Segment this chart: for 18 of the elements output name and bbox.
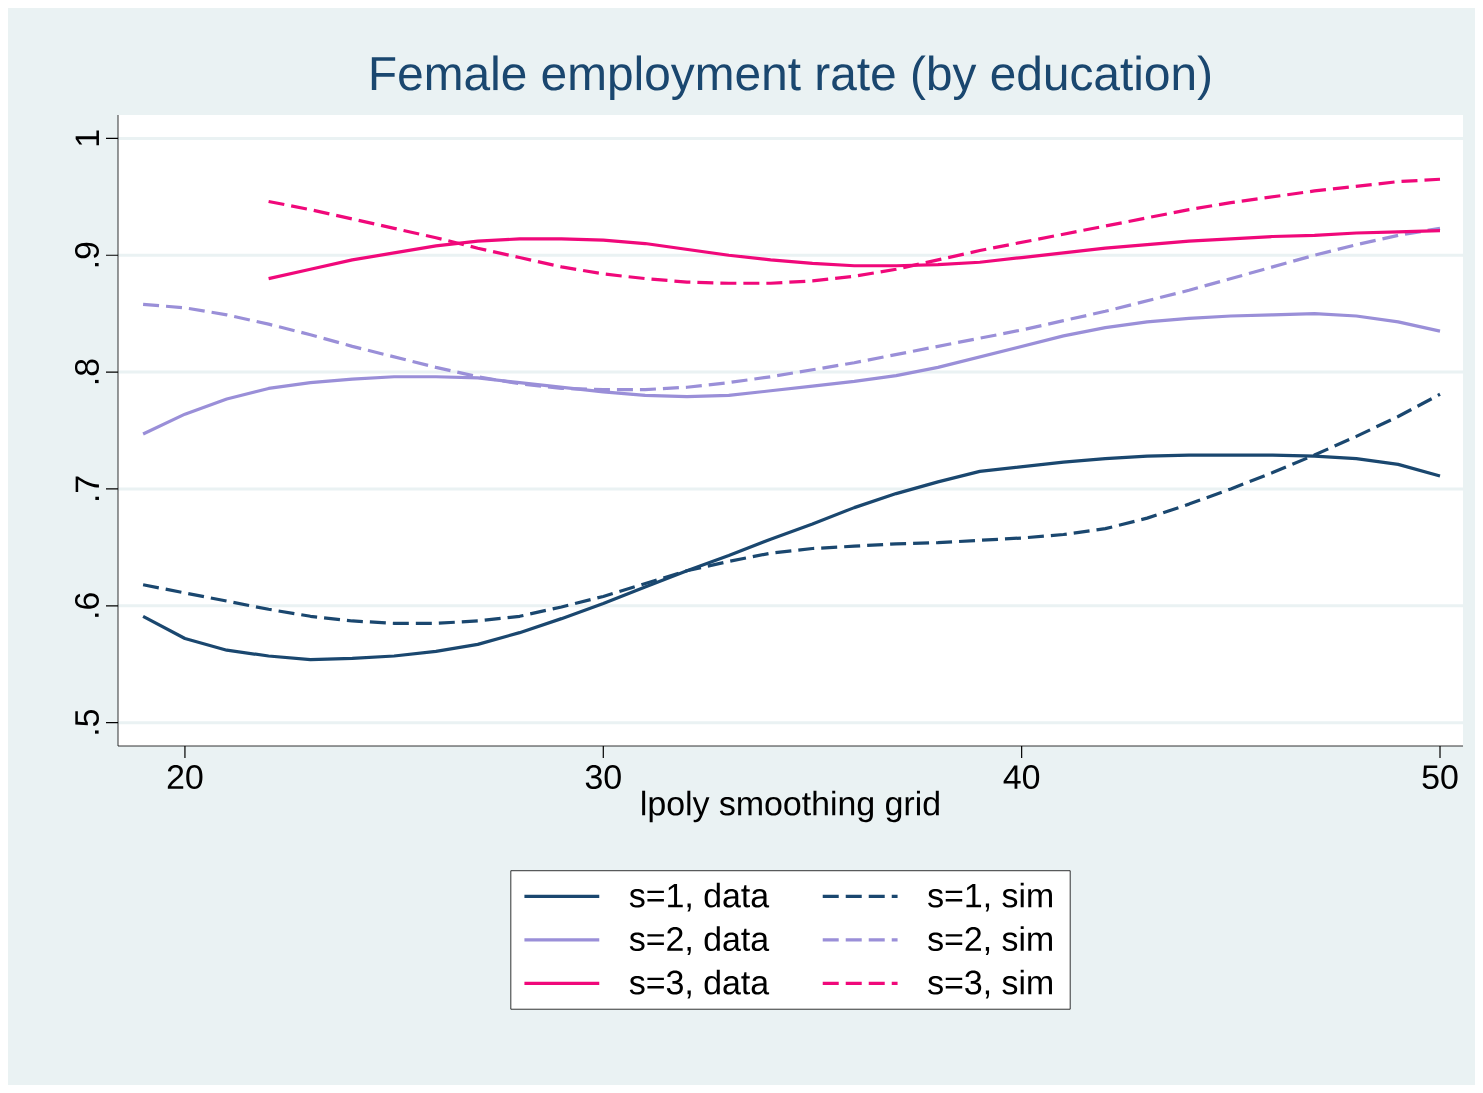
y-tick-label: .8 (74, 359, 99, 384)
x-tick-label: 50 (1422, 765, 1458, 790)
x-axis-title: lpoly smoothing grid (642, 790, 939, 823)
y-tick-label: .5 (75, 709, 99, 734)
legend-label: s=1, data (629, 882, 770, 912)
x-tick-label: 20 (167, 765, 203, 790)
legend-label: s=1, sim (928, 882, 1052, 912)
legend-label: s=2, sim (928, 926, 1052, 956)
x-tick-label: 30 (585, 765, 621, 790)
legend-label: s=3, data (629, 969, 770, 999)
chart-title: Female employment rate (by education) (371, 55, 1211, 101)
legend-label: s=3, sim (928, 969, 1052, 999)
y-tick-label: .9 (74, 242, 99, 267)
legend-label: s=2, data (629, 926, 770, 956)
y-tick-label: .6 (74, 593, 99, 617)
y-tick-label: .7 (75, 476, 99, 500)
y-tick-label: 1 (75, 130, 99, 146)
x-tick-label: 40 (1003, 765, 1040, 790)
